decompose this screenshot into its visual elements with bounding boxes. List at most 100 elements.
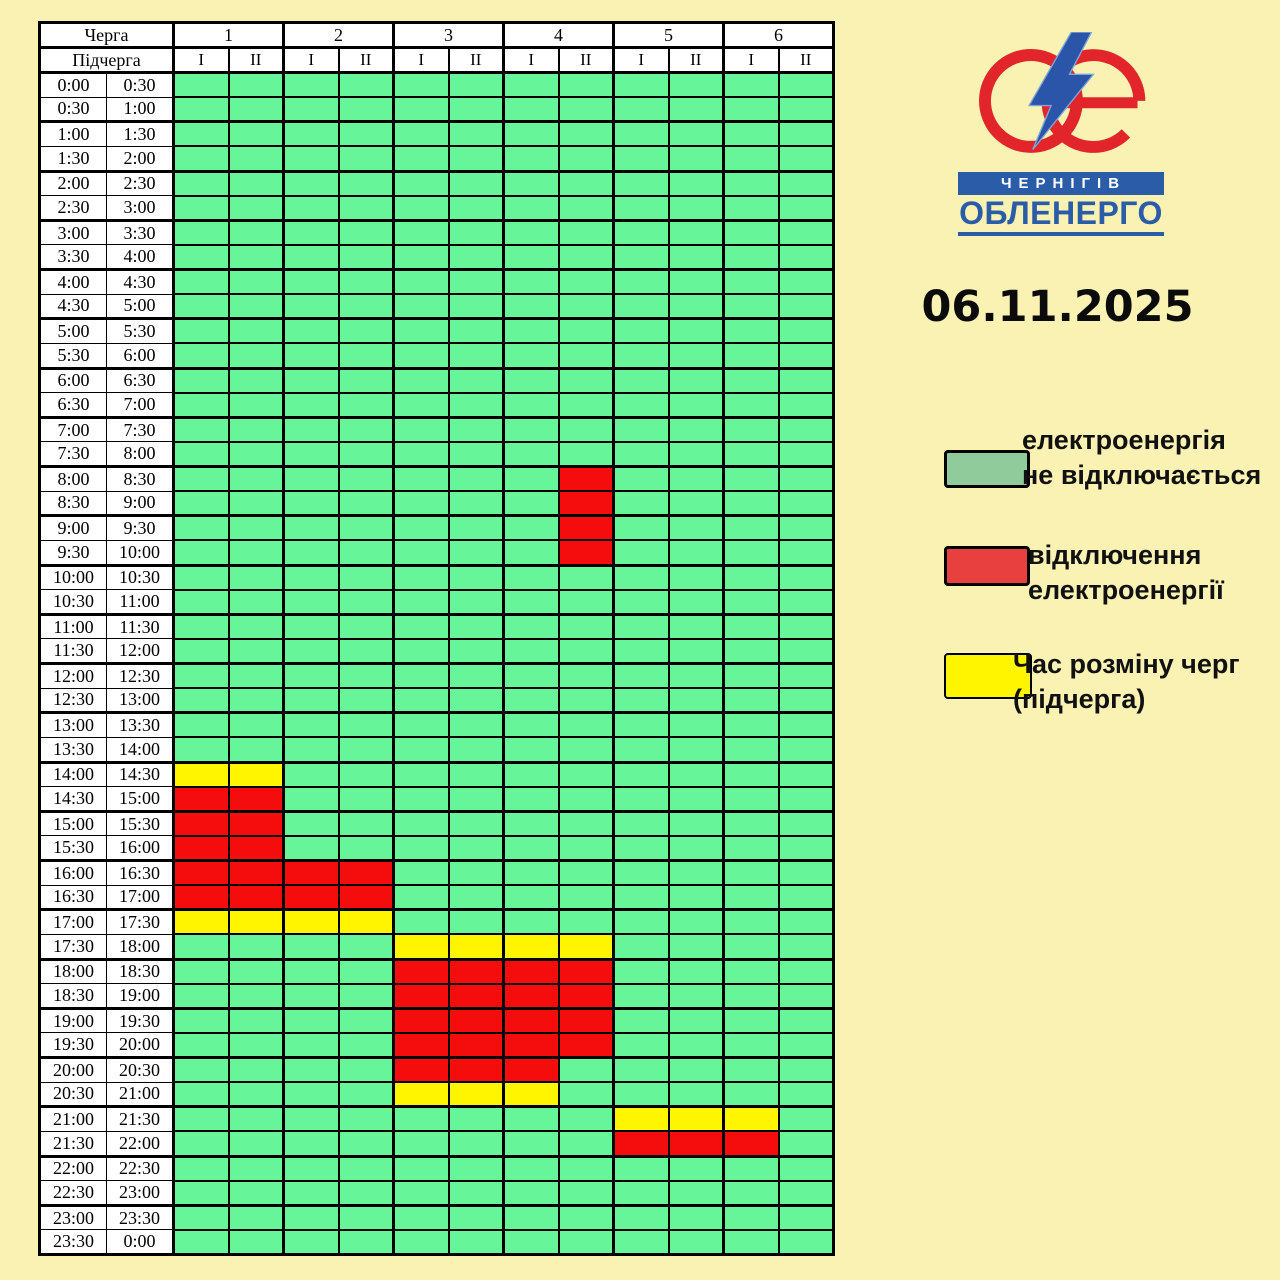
schedule-cell [337,367,395,394]
schedule-cell [722,711,780,739]
time-end-cell: 14:30 [106,761,175,788]
schedule-cell [612,810,670,837]
schedule-cell [557,1105,615,1133]
schedule-cell [502,761,560,788]
schedule-cell [502,367,560,394]
schedule-cell [282,170,340,197]
schedule-cell [392,367,450,394]
schedule-cell [777,687,835,715]
schedule-cell [612,1204,670,1231]
schedule-cell [722,71,780,99]
schedule-cell [722,982,780,1010]
schedule-cell [667,1031,725,1059]
time-start-cell: 7:00 [39,416,107,443]
schedule-cell [227,761,285,788]
time-start-cell: 11:30 [39,638,107,665]
schedule-cell [502,293,560,321]
schedule-cell [502,219,560,246]
legend-label-red: відключення електроенергії [1028,540,1224,605]
schedule-cell [337,564,395,591]
schedule-cell [557,317,615,345]
schedule-cell [282,71,340,99]
schedule-cell [722,96,780,124]
time-end-cell: 13:00 [106,687,175,715]
schedule-cell [667,1105,725,1133]
legend-swatch-red [944,546,1030,586]
schedule-cell [337,243,395,271]
schedule-cell [722,1130,780,1158]
schedule-cell [447,711,505,739]
schedule-cell [337,514,395,542]
schedule-cell [667,293,725,321]
time-end-cell: 22:30 [106,1155,175,1182]
schedule-cell [502,1228,560,1256]
time-start-cell: 13:30 [39,736,107,764]
schedule-row: 5:30 6:00 [39,342,835,370]
schedule-cell [667,219,725,246]
time-end-cell: 1:30 [106,121,175,147]
schedule-row: 16:30 17:00 [39,884,835,912]
schedule-cell [502,687,560,715]
schedule-cell [777,1105,835,1133]
schedule-cell [612,120,670,148]
schedule-cell [722,367,780,394]
schedule-cell [282,96,340,124]
schedule-cell [722,588,780,616]
schedule-cell [777,268,835,296]
schedule-cell [337,1031,395,1059]
schedule-cell [227,1007,285,1034]
time-start-cell: 12:30 [39,687,107,715]
schedule-cell [667,145,725,173]
queue-number-cell: 3 [392,21,505,49]
schedule-cell [557,711,615,739]
schedule-cell [392,1056,450,1084]
schedule-cell [227,1056,285,1084]
schedule-cell [447,194,505,222]
schedule-cell [557,958,615,985]
schedule-cell [282,1056,340,1084]
logo-oe-lightning-icon [979,32,1146,153]
schedule-cell [227,145,285,173]
schedule-cell [667,958,725,985]
schedule-cell [667,268,725,296]
subqueue-label-cell: II [227,46,285,74]
schedule-cell [667,662,725,690]
schedule-cell [337,416,395,443]
schedule-cell [777,637,835,665]
schedule-cell [447,687,505,715]
schedule-cell [282,342,340,370]
schedule-cell [447,637,505,665]
schedule-cell [282,958,340,985]
time-start-cell: 12:00 [39,663,107,689]
time-start-cell: 16:00 [39,860,107,886]
schedule-cell [447,859,505,887]
schedule-cell [282,416,340,443]
time-end-cell: 11:00 [106,589,175,616]
schedule-cell [722,317,780,345]
time-start-cell: 2:30 [39,195,107,222]
subqueue-label-cell: I [392,46,450,74]
schedule-row: 13:30 14:00 [39,736,835,764]
schedule-cell [172,1031,230,1059]
schedule-cell [172,440,230,468]
schedule-cell [392,1081,450,1109]
schedule-row: 16:00 16:30 [39,859,835,887]
schedule-cell [337,711,395,739]
schedule-cell [502,736,560,764]
schedule-cell [502,268,560,296]
schedule-cell [172,859,230,887]
schedule-cell [447,908,505,936]
time-end-cell: 15:30 [106,810,175,837]
schedule-cell [172,736,230,764]
schedule-cell [392,1031,450,1059]
schedule-cell [557,342,615,370]
schedule-cell [722,490,780,518]
schedule-row: 13:00 13:30 [39,711,835,739]
schedule-cell [227,539,285,567]
time-start-cell: 16:30 [39,884,107,912]
schedule-cell [227,785,285,813]
schedule-cell [667,687,725,715]
schedule-cell [447,1081,505,1109]
schedule-cell [447,367,505,394]
schedule-cell [777,884,835,912]
